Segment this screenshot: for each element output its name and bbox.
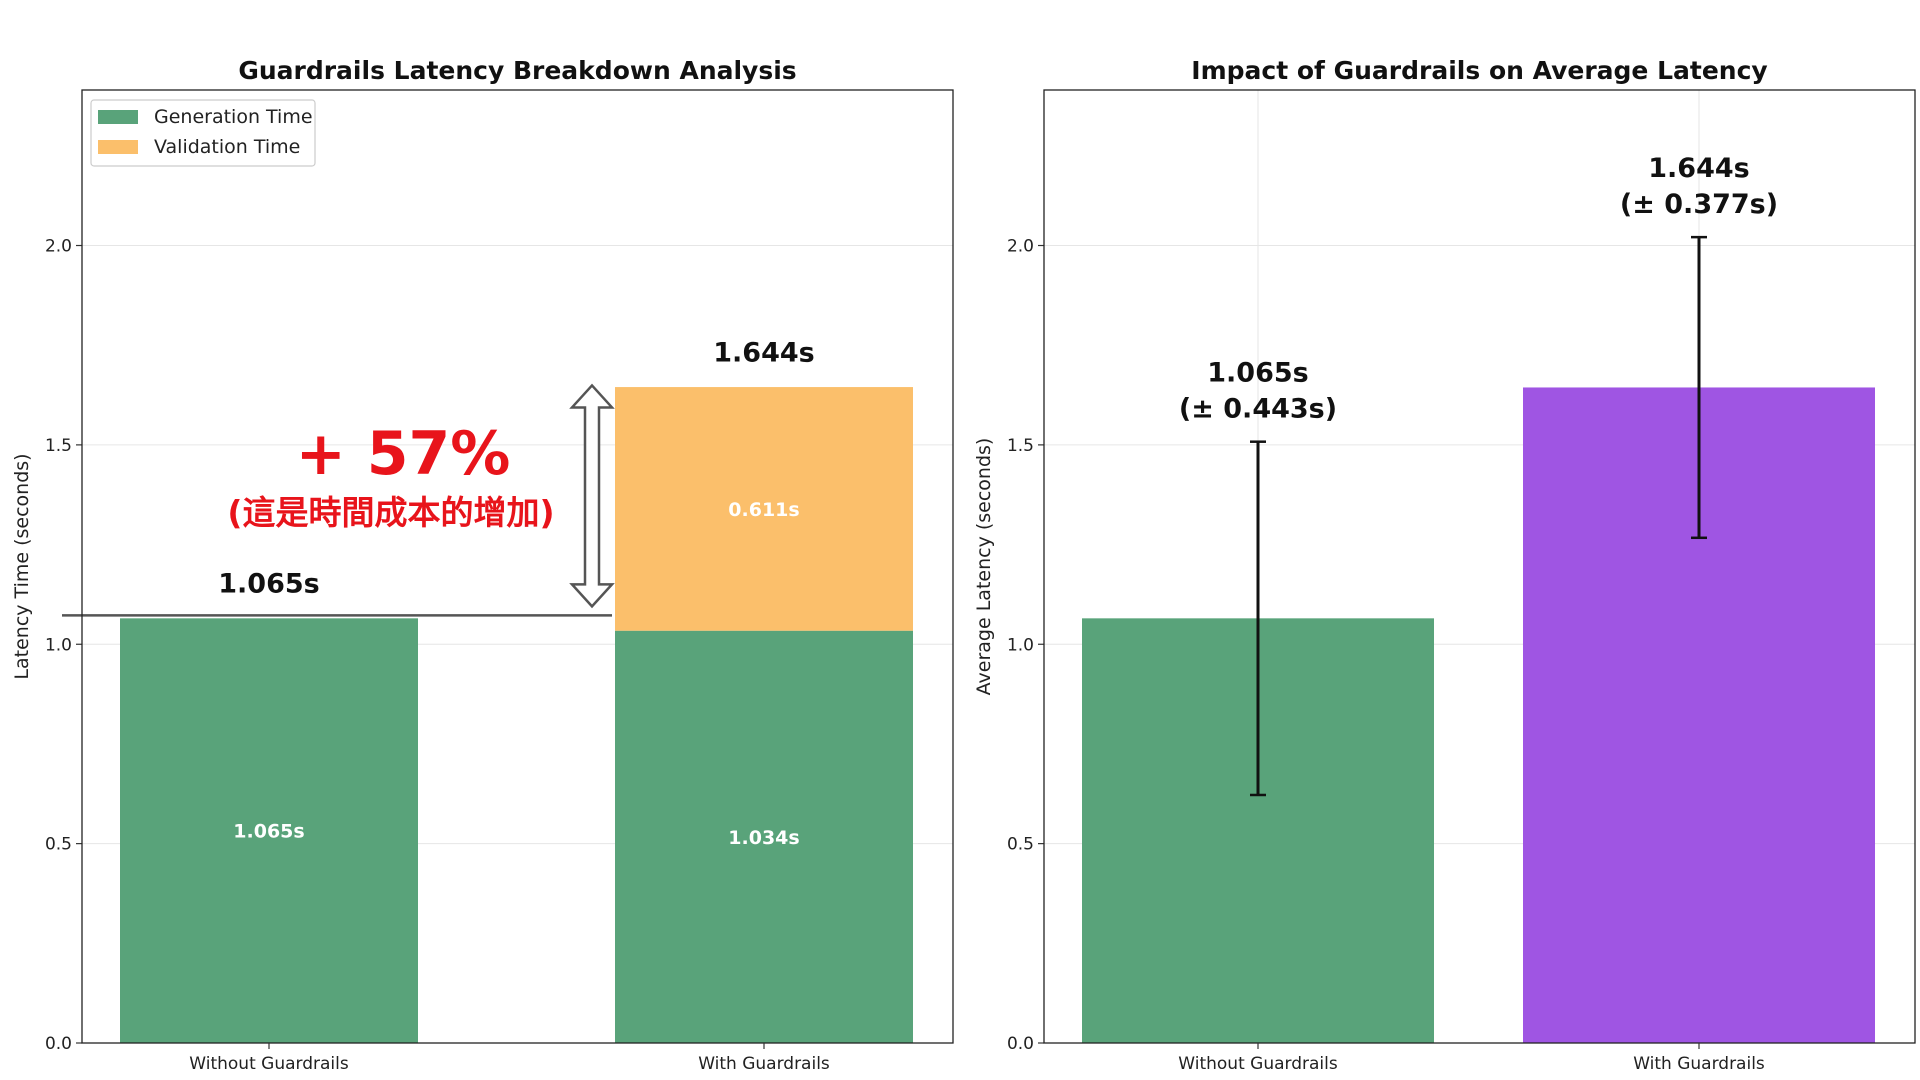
generation-time-bar <box>120 618 418 1043</box>
y-tick-label: 2.0 <box>45 237 72 257</box>
y-tick-label: 0.0 <box>45 1034 72 1054</box>
error-value-label: (± 0.443s) <box>1179 394 1337 425</box>
increase-note-label: (這是時間成本的增加) <box>227 493 554 532</box>
x-tick-label: With Guardrails <box>698 1054 830 1074</box>
y-tick-label: 0.5 <box>1007 835 1034 855</box>
legend-label: Validation Time <box>154 136 300 158</box>
y-tick-label: 1.0 <box>45 635 72 655</box>
x-tick-label: Without Guardrails <box>189 1054 349 1074</box>
y-axis-label: Latency Time (seconds) <box>11 453 33 679</box>
x-tick-label: Without Guardrails <box>1178 1054 1338 1074</box>
chart-title: Impact of Guardrails on Average Latency <box>1191 56 1767 85</box>
y-tick-label: 0.5 <box>45 835 72 855</box>
y-tick-label: 1.5 <box>1007 436 1034 456</box>
y-tick-label: 1.5 <box>45 436 72 456</box>
chart-title: Guardrails Latency Breakdown Analysis <box>238 56 796 85</box>
validation-time-bar <box>615 387 913 631</box>
legend-box <box>90 99 316 167</box>
y-tick-label: 2.0 <box>1007 237 1034 257</box>
increase-arrow <box>569 383 615 609</box>
legend-swatch-generation <box>98 110 138 124</box>
y-axis-label: Average Latency (seconds) <box>973 438 995 696</box>
latency-breakdown-chart: 0.0 0.5 1.0 1.5 2.0 1.065s 1.065s 1.034s 0.611s 1… <box>11 56 954 1074</box>
plot-frame <box>81 89 954 1044</box>
legend: Generation Time Validation Time <box>90 99 316 167</box>
mean-value-label: 1.065s <box>1207 358 1308 389</box>
error-value-label: (± 0.377s) <box>1620 189 1778 220</box>
legend-label: Generation Time <box>154 106 313 128</box>
segment-value-label: 0.611s <box>728 499 799 521</box>
y-tick-label: 0.0 <box>1007 1034 1034 1054</box>
generation-time-bar <box>615 630 913 1043</box>
segment-value-label: 1.034s <box>728 827 799 849</box>
y-tick-label: 1.0 <box>1007 635 1034 655</box>
legend-swatch-validation <box>98 140 138 154</box>
segment-value-label: 1.065s <box>233 821 304 843</box>
total-value-label: 1.065s <box>218 568 319 599</box>
percent-increase-label: + 57% <box>296 419 511 489</box>
plot-frame <box>1043 89 1916 1044</box>
average-latency-chart: 0.0 0.5 1.0 1.5 2.0 1.065s (± 0.443s) 1.644s (± … <box>973 56 1916 1074</box>
total-value-label: 1.644s <box>713 337 814 368</box>
x-tick-label: With Guardrails <box>1633 1054 1765 1074</box>
mean-value-label: 1.644s <box>1648 153 1749 184</box>
